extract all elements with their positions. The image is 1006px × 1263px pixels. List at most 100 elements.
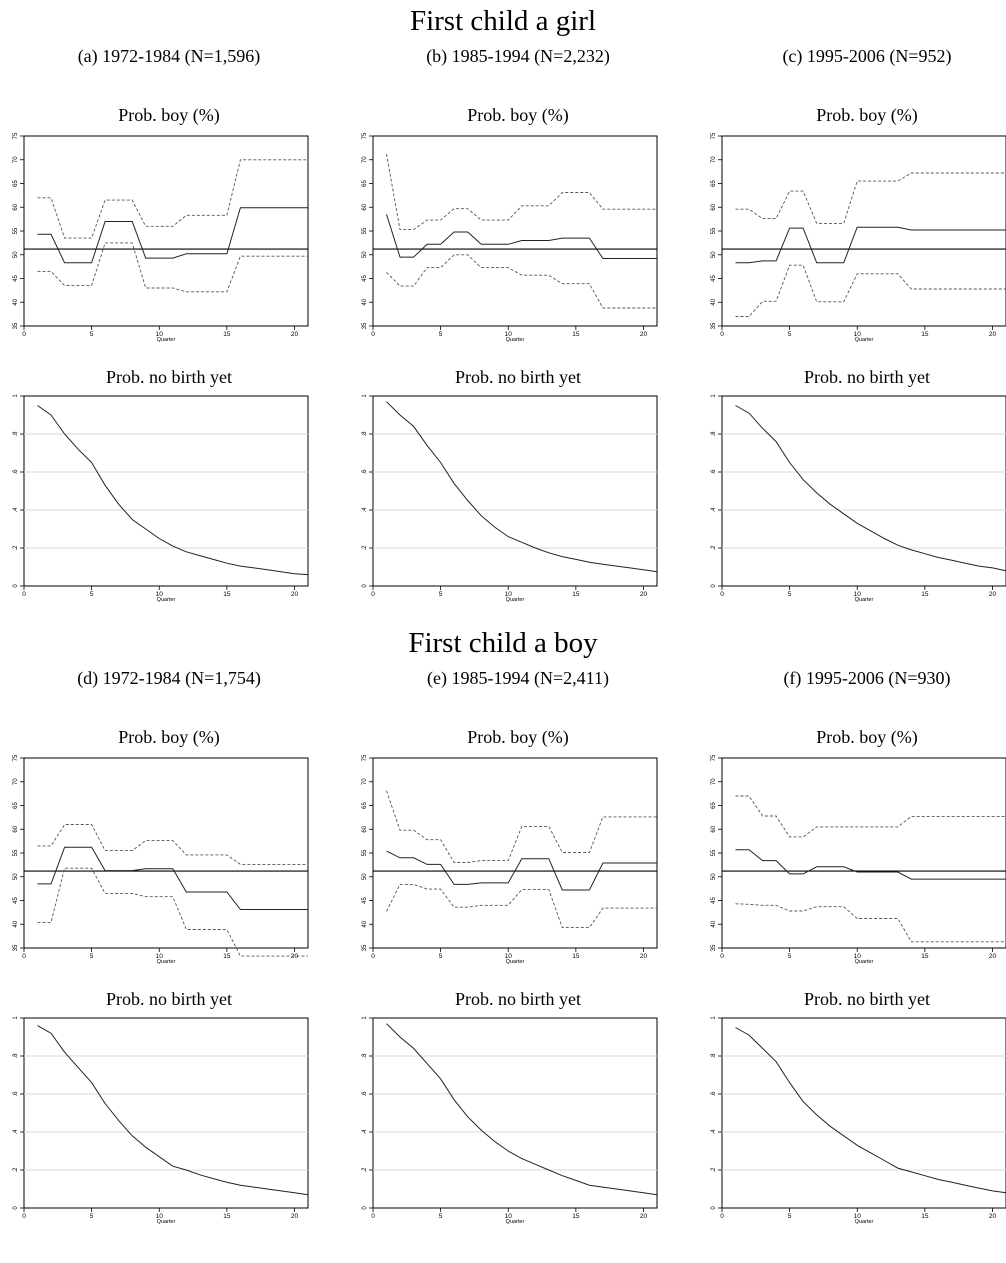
plot-frame (373, 1018, 657, 1208)
panel-title: (a) 1972-1984 (N=1,596) (24, 45, 314, 67)
y-tick-label: 40 (362, 920, 368, 927)
y-tick-label: 40 (711, 298, 717, 305)
x-tick-label: 0 (22, 331, 26, 338)
y-tick-label: .2 (362, 545, 368, 551)
y-tick-label: .4 (13, 507, 19, 513)
x-tick-label: 15 (921, 1213, 929, 1220)
y-tick-label: 50 (362, 873, 368, 880)
x-tick-label: 15 (223, 591, 231, 598)
y-tick-label: .6 (362, 469, 368, 475)
panel-title: (f) 1995-2006 (N=930) (722, 667, 1006, 689)
x-tick-label: 0 (720, 1213, 724, 1220)
y-tick-label: 70 (13, 156, 19, 163)
prob-no-birth-title: Prob. no birth yet (373, 366, 663, 388)
y-tick-label: 1 (13, 394, 19, 398)
plot-frame (24, 136, 308, 326)
plot-frame (722, 136, 1006, 326)
x-axis-label: Quarter (855, 959, 874, 965)
prob-boy-title: Prob. boy (%) (24, 104, 314, 126)
y-tick-label: 50 (711, 873, 717, 880)
y-tick-label: .4 (711, 1129, 717, 1135)
y-tick-label: .6 (711, 469, 717, 475)
y-tick-label: 35 (711, 322, 717, 329)
y-tick-label: 65 (362, 802, 368, 809)
x-tick-label: 20 (640, 953, 648, 960)
x-tick-label: 15 (572, 953, 580, 960)
y-tick-label: .8 (362, 431, 368, 437)
y-tick-label: 50 (13, 251, 19, 258)
plot-frame (373, 396, 657, 586)
y-tick-label: .6 (711, 1091, 717, 1097)
y-tick-label: 65 (13, 802, 19, 809)
panel-title: (e) 1985-1994 (N=2,411) (373, 667, 663, 689)
x-tick-label: 5 (788, 331, 792, 338)
y-tick-label: 55 (362, 849, 368, 856)
y-tick-label: 60 (711, 825, 717, 832)
x-tick-label: 0 (371, 591, 375, 598)
y-tick-label: 55 (362, 227, 368, 234)
y-tick-label: 1 (711, 394, 717, 398)
prob-no-birth-title: Prob. no birth yet (722, 988, 1006, 1010)
y-tick-label: 45 (362, 275, 368, 282)
x-tick-label: 20 (640, 1213, 648, 1220)
x-axis-label: Quarter (157, 1219, 176, 1225)
y-tick-label: 75 (13, 754, 19, 761)
y-tick-label: 45 (362, 897, 368, 904)
prob-boy-title: Prob. boy (%) (722, 726, 1006, 748)
y-tick-label: 0 (13, 1206, 19, 1210)
y-tick-label: .2 (13, 1167, 19, 1173)
x-tick-label: 5 (439, 1213, 443, 1220)
x-tick-label: 20 (989, 331, 997, 338)
x-tick-label: 5 (439, 953, 443, 960)
x-axis-label: Quarter (506, 959, 525, 965)
y-tick-label: 40 (13, 298, 19, 305)
y-tick-label: 55 (13, 227, 19, 234)
x-axis-label: Quarter (157, 959, 176, 965)
y-tick-label: .8 (711, 431, 717, 437)
y-tick-label: 60 (711, 203, 717, 210)
x-tick-label: 15 (921, 331, 929, 338)
y-tick-label: .4 (13, 1129, 19, 1135)
y-tick-label: 70 (13, 778, 19, 785)
x-axis-label: Quarter (157, 597, 176, 603)
x-tick-label: 5 (788, 953, 792, 960)
y-tick-label: 65 (711, 802, 717, 809)
x-tick-label: 15 (572, 591, 580, 598)
y-tick-label: 1 (362, 1016, 368, 1020)
x-tick-label: 15 (223, 953, 231, 960)
y-tick-label: .6 (362, 1091, 368, 1097)
plot-frame (722, 758, 1006, 948)
x-tick-label: 15 (921, 953, 929, 960)
x-tick-label: 20 (640, 331, 648, 338)
x-axis-label: Quarter (506, 597, 525, 603)
x-tick-label: 5 (90, 591, 94, 598)
y-tick-label: .2 (362, 1167, 368, 1173)
x-tick-label: 15 (223, 331, 231, 338)
y-tick-label: 55 (711, 227, 717, 234)
y-tick-label: 0 (711, 584, 717, 588)
y-tick-label: 60 (13, 203, 19, 210)
y-tick-label: 50 (362, 251, 368, 258)
x-axis-label: Quarter (855, 597, 874, 603)
x-tick-label: 5 (788, 591, 792, 598)
x-axis-label: Quarter (506, 337, 525, 343)
x-tick-label: 5 (90, 953, 94, 960)
x-tick-label: 20 (989, 1213, 997, 1220)
y-tick-label: 75 (711, 754, 717, 761)
x-tick-label: 0 (22, 1213, 26, 1220)
y-tick-label: 65 (13, 180, 19, 187)
y-tick-label: 45 (711, 275, 717, 282)
x-tick-label: 20 (291, 591, 299, 598)
section-title-girl: First child a girl (0, 4, 1006, 38)
y-tick-label: 45 (711, 897, 717, 904)
y-tick-label: 50 (711, 251, 717, 258)
y-tick-label: 55 (711, 849, 717, 856)
